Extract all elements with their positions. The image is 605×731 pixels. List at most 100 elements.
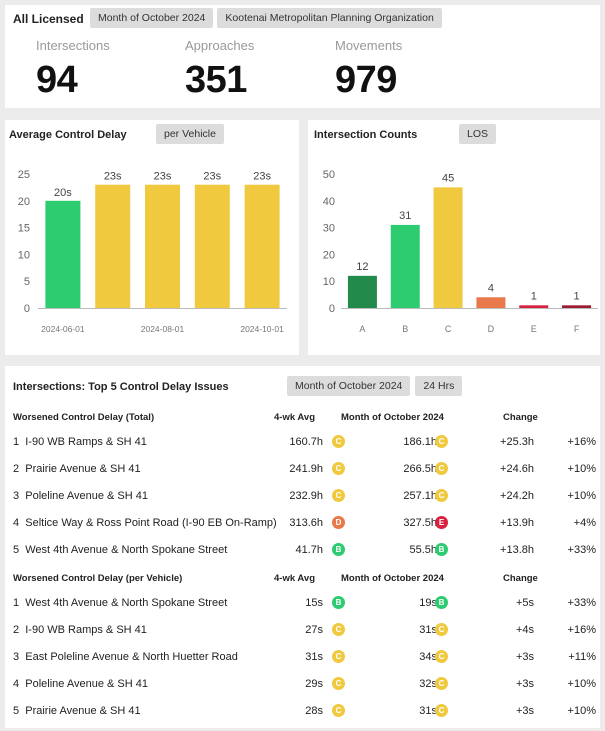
intersection-name[interactable]: Prairie Avenue & SH 41 (25, 463, 141, 475)
avg-value: 27s (305, 624, 323, 636)
row-rank: 4 (13, 517, 20, 529)
change-value: +3s (515, 651, 534, 663)
col-change: Change (503, 412, 538, 423)
table-row[interactable]: 4 Seltice Way & Ross Point Road (I-90 EB… (5, 510, 600, 537)
los-bar-b[interactable] (390, 224, 420, 308)
table-row[interactable]: 2 Prairie Avenue & SH 41 241.9h C 266.5h C +2… (5, 456, 600, 483)
page-title: All Licensed (13, 12, 84, 26)
los-badge: C (435, 704, 448, 717)
month-value: 19s (419, 597, 437, 609)
kpi-label: Movements (335, 38, 403, 53)
intersection-name[interactable]: East Poleline Avenue & North Huetter Roa… (25, 651, 238, 663)
los-bar-a[interactable] (347, 275, 377, 308)
section-header: Worsened Control Delay (per Vehicle) 4-wk… (5, 570, 600, 590)
intersection-name[interactable]: I-90 WB Ramps & SH 41 (25, 436, 147, 448)
col-month: Month of October 2024 (341, 573, 444, 584)
table-row[interactable]: 1 West 4th Avenue & North Spokane Street… (5, 590, 600, 617)
delay-bar[interactable] (145, 184, 180, 308)
kpi-movements[interactable]: Movements 979 (335, 38, 475, 102)
bar-value-label: 31 (399, 210, 411, 222)
intersection-name[interactable]: West 4th Avenue & North Spokane Street (25, 544, 228, 556)
hours-chip[interactable]: 24 Hrs (415, 376, 463, 396)
intersection-name[interactable]: Poleline Avenue & SH 41 (25, 490, 148, 502)
table-row[interactable]: 5 West 4th Avenue & North Spokane Street… (5, 537, 600, 564)
change-percent: +16% (567, 624, 596, 636)
intersection-name[interactable]: Seltice Way & Ross Point Road (I-90 EB O… (25, 517, 277, 529)
per-vehicle-chip[interactable]: per Vehicle (156, 124, 224, 144)
y-tick-label: 10 (18, 249, 30, 261)
los-badge: C (435, 489, 448, 502)
row-rank: 5 (13, 544, 20, 556)
bar-value-label: 23s (253, 171, 271, 183)
period-filter-chip[interactable]: Month of October 2024 (90, 8, 214, 28)
y-tick-label: 5 (24, 276, 30, 288)
intersection-name[interactable]: Prairie Avenue & SH 41 (25, 705, 141, 717)
table-row[interactable]: 4 Poleline Avenue & SH 41 29s C 32s C +3s +10% (5, 671, 600, 698)
table-row[interactable]: 2 I-90 WB Ramps & SH 41 27s C 31s C +4s +16% (5, 617, 600, 644)
table-period-chip[interactable]: Month of October 2024 (287, 376, 411, 396)
change-value: +3s (515, 705, 534, 717)
x-tick-label: 2024-06-01 (41, 324, 85, 334)
los-bar-f[interactable] (562, 305, 592, 308)
change-percent: +16% (567, 436, 596, 448)
los-badge: C (435, 462, 448, 475)
table-row[interactable]: 5 Prairie Avenue & SH 41 28s C 31s C +3s +10% (5, 698, 600, 725)
change-percent: +10% (567, 463, 596, 475)
bar-value-label: 20s (54, 187, 72, 199)
table-row[interactable]: 3 East Poleline Avenue & North Huetter R… (5, 644, 600, 671)
bar-value-label: 23s (104, 171, 122, 183)
los-chip[interactable]: LOS (459, 124, 497, 144)
los-badge: B (332, 596, 345, 609)
x-tick-label: B (402, 324, 408, 334)
month-value: 32s (419, 678, 437, 690)
y-tick-label: 30 (323, 223, 335, 235)
row-rank: 4 (13, 678, 20, 690)
change-value: +13.8h (500, 544, 534, 556)
change-percent: +10% (567, 705, 596, 717)
delay-bar[interactable] (95, 184, 131, 308)
bar-value-label: 45 (442, 172, 454, 184)
intersection-name[interactable]: I-90 WB Ramps & SH 41 (25, 624, 147, 636)
avg-value: 232.9h (289, 490, 323, 502)
avg-value: 15s (305, 597, 323, 609)
kpi-value: 979 (335, 59, 397, 101)
los-bar-d[interactable] (476, 297, 506, 308)
delay-bar[interactable] (194, 184, 230, 308)
los-badge: C (332, 462, 345, 475)
los-bar-c[interactable] (433, 187, 463, 308)
change-percent: +10% (567, 678, 596, 690)
kpi-approaches[interactable]: Approaches 351 (185, 38, 325, 102)
col-4wk-avg: 4-wk Avg (274, 573, 316, 584)
chart-title: Average Control Delay (9, 129, 127, 141)
intersection-counts-chart: 0 10 20 30 40 50 12 A 31 B 45 C 4 D 1 E 1 F (323, 169, 598, 334)
intersection-name[interactable]: Poleline Avenue & SH 41 (25, 678, 148, 690)
y-tick-label: 0 (24, 303, 30, 315)
x-tick-label: A (359, 324, 365, 334)
summary-panel: All Licensed Month of October 2024 Koote… (5, 5, 600, 108)
change-value: +13.9h (500, 517, 534, 529)
delay-bar[interactable] (244, 184, 280, 308)
y-tick-label: 20 (323, 249, 335, 261)
delay-bar[interactable] (45, 200, 81, 308)
organization-filter-chip[interactable]: Kootenai Metropolitan Planning Organizat… (217, 8, 442, 28)
change-value: +25.3h (500, 436, 534, 448)
section-header: Worsened Control Delay (Total) 4-wk Avg Mo… (5, 409, 600, 429)
change-value: +24.6h (500, 463, 534, 475)
los-badge: C (332, 489, 345, 502)
row-rank: 5 (13, 705, 20, 717)
month-value: 31s (419, 705, 437, 717)
change-value: +5s (515, 597, 534, 609)
x-tick-label: F (574, 324, 580, 334)
table-row[interactable]: 1 I-90 WB Ramps & SH 41 160.7h C 186.1h C +25… (5, 429, 600, 456)
y-tick-label: 10 (323, 276, 335, 288)
change-percent: +33% (567, 544, 596, 556)
change-percent: +11% (568, 651, 596, 663)
table-row[interactable]: 3 Poleline Avenue & SH 41 232.9h C 257.1h C +… (5, 483, 600, 510)
los-badge: C (332, 677, 345, 690)
intersection-name[interactable]: West 4th Avenue & North Spokane Street (25, 597, 228, 609)
col-month: Month of October 2024 (341, 412, 444, 423)
kpi-intersections[interactable]: Intersections 94 (36, 38, 176, 102)
los-bar-e[interactable] (519, 305, 549, 308)
change-percent: +10% (567, 490, 596, 502)
month-value: 31s (419, 624, 437, 636)
